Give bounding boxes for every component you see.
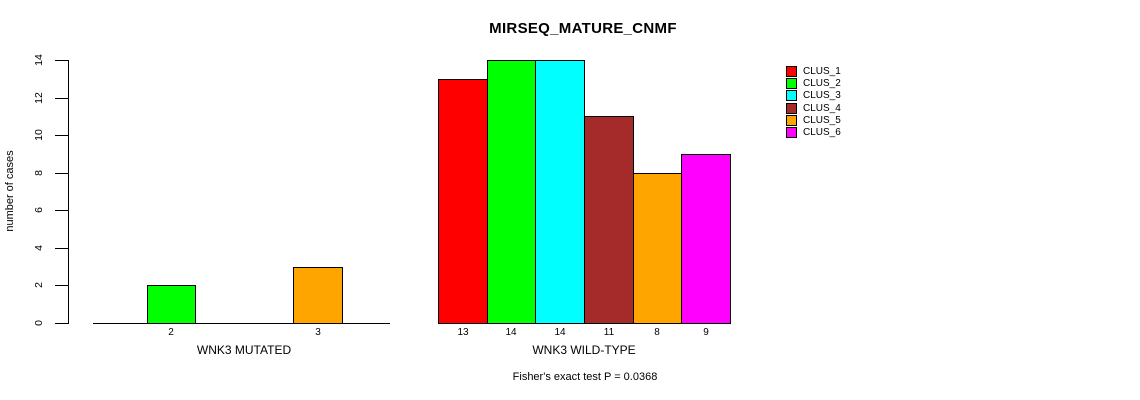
bar-value-label: 11: [603, 327, 615, 338]
legend-swatch: [786, 65, 797, 77]
x-axis-group-label: WNK3 MUTATED: [196, 343, 292, 357]
y-axis-line: [68, 60, 69, 324]
legend-label: CLUS_2: [803, 77, 841, 89]
y-tick-label: 6: [33, 207, 45, 213]
y-tick: [55, 210, 68, 211]
legend-item: CLUS_5: [786, 114, 841, 126]
y-tick: [55, 323, 68, 324]
legend-swatch: [786, 102, 797, 114]
y-tick: [55, 98, 68, 99]
y-tick-label: 0: [33, 320, 45, 326]
bar-clus_4: [584, 116, 634, 324]
y-tick-label: 2: [33, 282, 45, 288]
legend-item: CLUS_2: [786, 77, 841, 89]
bar-value-label: 8: [654, 327, 660, 338]
bar-clus_5: [633, 173, 682, 324]
y-axis-label: number of cases: [4, 150, 16, 232]
bar-clus_2: [147, 285, 196, 324]
y-tick-label: 4: [33, 245, 45, 251]
y-tick-label: 8: [33, 170, 45, 176]
y-tick: [55, 285, 68, 286]
bar-value-label: 13: [457, 327, 469, 338]
y-tick-label: 14: [33, 54, 45, 66]
legend-label: CLUS_1: [803, 65, 841, 77]
bar-clus_5: [293, 267, 343, 324]
x-axis-group-label: WNK3 WILD-TYPE: [532, 343, 636, 357]
bar-clus_2: [487, 60, 536, 324]
legend-swatch: [786, 89, 797, 101]
legend-label: CLUS_3: [803, 89, 841, 101]
legend-label: CLUS_5: [803, 114, 841, 126]
y-tick: [55, 248, 68, 249]
legend-item: CLUS_3: [786, 89, 841, 101]
bar-value-label: 9: [703, 327, 709, 338]
legend-item: CLUS_1: [786, 65, 841, 77]
chart-title: MIRSEQ_MATURE_CNMF: [489, 20, 677, 37]
bar-value-label: 14: [554, 327, 566, 338]
bar-clus_6: [681, 154, 731, 324]
legend-label: CLUS_6: [803, 126, 841, 138]
legend-swatch: [786, 77, 797, 89]
legend-item: CLUS_6: [786, 126, 841, 138]
annotation-text: Fisher's exact test P = 0.0368: [512, 371, 658, 383]
bar-clus_3: [535, 60, 585, 324]
y-tick: [55, 173, 68, 174]
legend-item: CLUS_4: [786, 102, 841, 114]
bar-value-label: 3: [315, 327, 321, 338]
baseline: [93, 323, 390, 324]
legend-label: CLUS_4: [803, 102, 841, 114]
y-tick: [55, 60, 68, 61]
y-tick-label: 10: [33, 129, 45, 141]
bar-clus_1: [438, 79, 488, 324]
y-tick: [55, 135, 68, 136]
y-tick-label: 12: [33, 92, 45, 104]
legend-swatch: [786, 114, 797, 126]
legend-swatch: [786, 126, 797, 138]
bar-value-label: 14: [505, 327, 517, 338]
bar-value-label: 2: [168, 327, 174, 338]
